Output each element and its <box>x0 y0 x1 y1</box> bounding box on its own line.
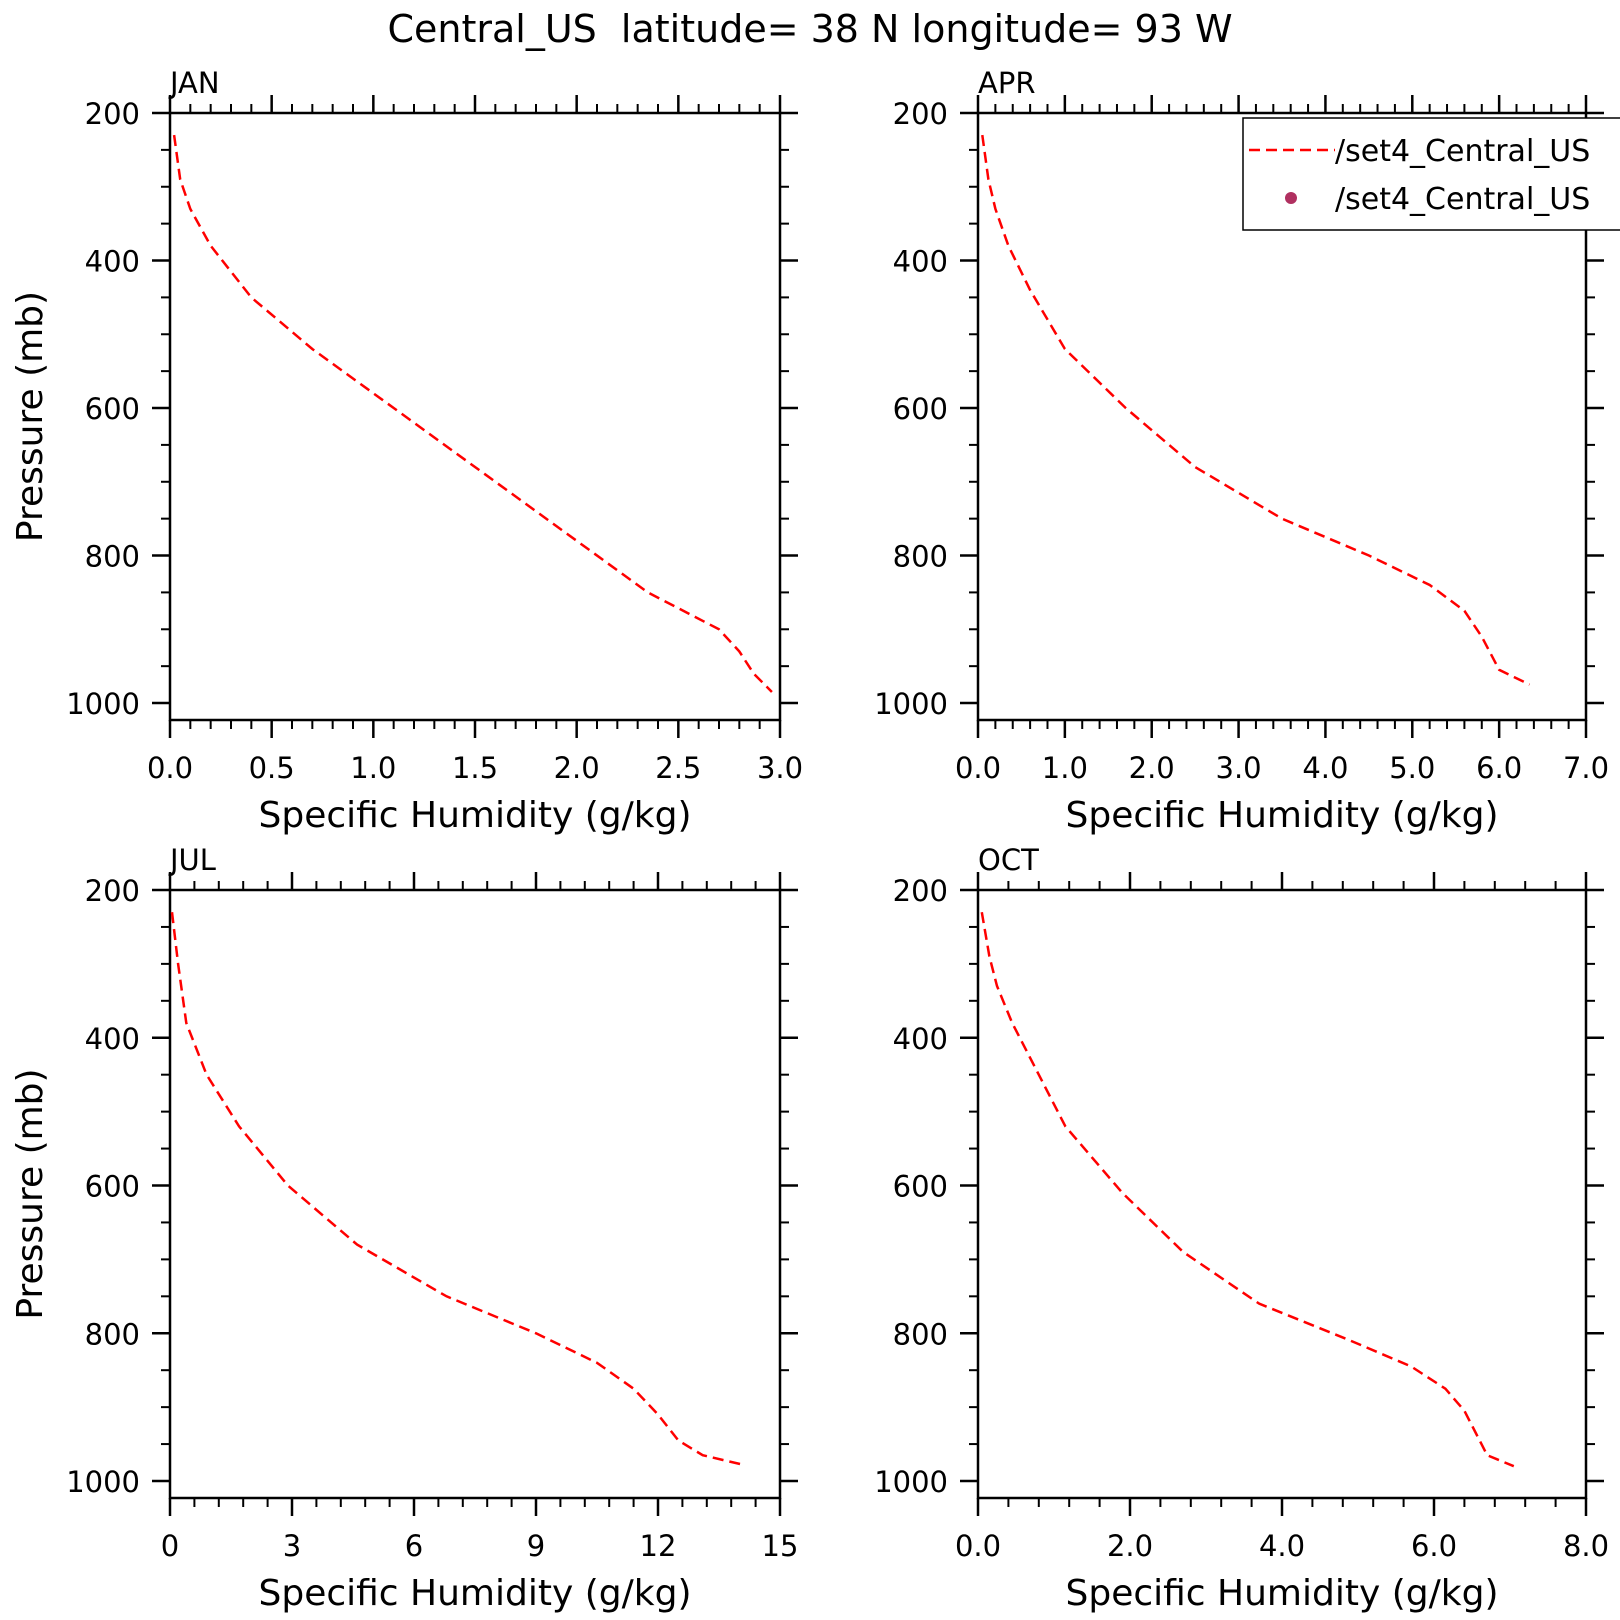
y-tick-label: 200 <box>85 97 140 131</box>
x-axis-label: Specific Humidity (g/kg) <box>258 795 691 836</box>
x-tick-label: 2.5 <box>655 751 701 785</box>
y-tick-label: 400 <box>893 1022 948 1056</box>
x-tick-label: 4.0 <box>1302 751 1348 785</box>
y-tick-label: 800 <box>85 540 140 574</box>
legend-dot-swatch <box>1285 192 1297 204</box>
plot-frame <box>976 111 1588 722</box>
series-line-1 <box>980 911 1515 1468</box>
x-tick-label: 0.0 <box>955 751 1001 785</box>
y-axis-label: Pressure (mb) <box>10 291 51 542</box>
x-tick-label: 3 <box>283 1529 301 1563</box>
x-tick-label: 0.5 <box>249 751 295 785</box>
plot-frame <box>976 888 1588 1500</box>
y-tick-label: 400 <box>85 245 140 279</box>
x-tick-label: 6.0 <box>1476 751 1522 785</box>
panel-title: APR <box>978 66 1035 100</box>
x-tick-label: 3.0 <box>757 751 803 785</box>
x-axis-label: Specific Humidity (g/kg) <box>1065 795 1498 836</box>
x-tick-label: 6.0 <box>1411 1529 1457 1563</box>
x-tick-label: 15 <box>762 1529 799 1563</box>
y-tick-label: 200 <box>893 97 948 131</box>
y-tick-label: 1000 <box>66 1465 140 1499</box>
x-tick-label: 1.5 <box>452 751 498 785</box>
y-tick-label: 1000 <box>874 687 948 721</box>
y-tick-label: 1000 <box>66 687 140 721</box>
x-tick-label: 2.0 <box>1107 1529 1153 1563</box>
x-tick-label: 6 <box>405 1529 423 1563</box>
legend-label-2: /set4_Central_US <box>1335 182 1590 217</box>
y-tick-label: 800 <box>85 1317 140 1351</box>
y-tick-label: 400 <box>893 245 948 279</box>
x-tick-label: 7.0 <box>1563 751 1609 785</box>
x-tick-label: 2.0 <box>1129 751 1175 785</box>
panel-title: JUL <box>168 843 216 877</box>
plot-frame <box>168 888 782 1500</box>
panel-title: JAN <box>168 66 220 100</box>
panel-title: OCT <box>978 843 1039 877</box>
y-tick-label: 1000 <box>874 1465 948 1499</box>
y-tick-label: 200 <box>85 874 140 908</box>
legend-label-1: /set4_Central_US <box>1335 134 1590 169</box>
y-tick-label: 200 <box>893 874 948 908</box>
y-tick-label: 600 <box>893 392 948 426</box>
x-tick-label: 4.0 <box>1259 1529 1305 1563</box>
series-line-1 <box>172 134 773 693</box>
y-tick-label: 800 <box>893 540 948 574</box>
x-tick-label: 5.0 <box>1389 751 1435 785</box>
x-axis-label: Specific Humidity (g/kg) <box>258 1573 691 1614</box>
y-tick-label: 600 <box>85 392 140 426</box>
x-tick-label: 1.0 <box>350 751 396 785</box>
x-tick-label: 0.0 <box>955 1529 1001 1563</box>
plot-frame <box>168 111 782 722</box>
x-tick-label: 9 <box>527 1529 545 1563</box>
x-tick-label: 0.0 <box>147 751 193 785</box>
legend: /set4_Central_US/set4_Central_US <box>1242 117 1620 231</box>
x-tick-label: 1.0 <box>1042 751 1088 785</box>
y-axis-label: Pressure (mb) <box>10 1068 51 1319</box>
x-tick-label: 3.0 <box>1216 751 1262 785</box>
y-tick-label: 600 <box>85 1170 140 1204</box>
series-line-1 <box>981 134 1531 686</box>
y-tick-label: 400 <box>85 1022 140 1056</box>
legend-box <box>1242 117 1620 231</box>
x-tick-label: 2.0 <box>554 751 600 785</box>
x-tick-label: 0 <box>161 1529 179 1563</box>
y-tick-label: 800 <box>893 1317 948 1351</box>
y-tick-label: 600 <box>893 1170 948 1204</box>
x-axis-label: Specific Humidity (g/kg) <box>1065 1573 1498 1614</box>
x-tick-label: 8.0 <box>1563 1529 1609 1563</box>
chart-panel-jul: 200 400 600 800 1000 0 3 6 9 12 15 JUL Specific Humi… <box>10 843 798 1614</box>
x-tick-label: 12 <box>640 1529 677 1563</box>
series-line-1 <box>170 912 744 1467</box>
figure-title: Central_US latitude= 38 N longitude= 93 … <box>387 7 1232 51</box>
